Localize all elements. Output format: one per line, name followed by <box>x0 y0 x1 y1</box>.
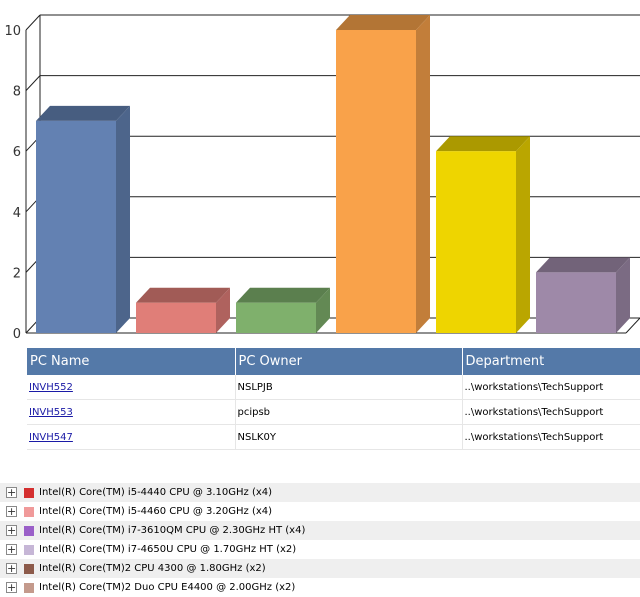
legend-swatch <box>24 506 34 517</box>
cpu-list: + Intel(R) Core(TM) i5-4440 CPU @ 3.10GH… <box>0 483 640 597</box>
y-tick-label: 2 <box>13 266 21 281</box>
table-row: INVH553 pcipsb ..\workstations\TechSuppo… <box>27 399 640 425</box>
expand-plus-icon[interactable]: + <box>6 543 17 556</box>
list-item: + Intel(R) Core(TM) i7-3610QM CPU @ 2.30… <box>0 521 640 540</box>
column-header-department[interactable]: Department <box>462 348 640 375</box>
cpu-label: Intel(R) Core(TM)2 Duo CPU E4400 @ 2.00G… <box>39 582 296 593</box>
bar-top <box>236 287 330 303</box>
list-item: + Intel(R) Core(TM)2 CPU 4300 @ 1.80GHz … <box>0 559 640 578</box>
y-tick-label: 10 <box>4 24 21 39</box>
bar-side <box>116 105 130 334</box>
bar <box>536 257 630 333</box>
list-item: + Intel(R) Core(TM) i7-4650U CPU @ 1.70G… <box>0 540 640 559</box>
bar-front <box>536 272 616 333</box>
list-item: + Intel(R) Core(TM) i5-4460 CPU @ 3.20GH… <box>0 502 640 521</box>
cpu-label: Intel(R) Core(TM) i5-4460 CPU @ 3.20GHz … <box>39 506 273 517</box>
y-tick-label: 8 <box>13 85 21 100</box>
gridline-diagonal <box>25 75 41 91</box>
bar-top <box>136 287 230 303</box>
legend-swatch <box>24 544 34 555</box>
bar-chart: 0 2 4 6 8 10 <box>4 14 640 340</box>
bar <box>36 105 130 334</box>
pc-name-link[interactable]: INVH547 <box>29 431 73 443</box>
cpu-label: Intel(R) Core(TM) i7-3610QM CPU @ 2.30GH… <box>39 525 306 536</box>
expand-plus-icon[interactable]: + <box>6 524 17 537</box>
bar <box>436 136 530 333</box>
pc-name-cell: INVH552 <box>27 375 236 400</box>
bar-side <box>416 15 430 333</box>
bar <box>336 15 430 333</box>
bar-front <box>236 302 316 333</box>
cpu-label: Intel(R) Core(TM) i7-4650U CPU @ 1.70GHz… <box>39 544 297 555</box>
bar-top <box>36 105 130 121</box>
pc-name-cell: INVH553 <box>27 399 236 425</box>
table-header-row: PC Name PC Owner Department <box>27 348 640 375</box>
bar-side <box>516 136 530 333</box>
column-header-pc-name[interactable]: PC Name <box>27 348 236 375</box>
table-row: INVH552 NSLPJB ..\workstations\TechSuppo… <box>27 375 640 400</box>
expand-plus-icon[interactable]: + <box>6 505 17 518</box>
floor-right-edge <box>625 317 640 334</box>
legend-swatch <box>24 563 34 574</box>
expand-plus-icon[interactable]: + <box>6 486 17 499</box>
department-cell: ..\workstations\TechSupport <box>462 399 640 425</box>
bar-top <box>436 136 530 152</box>
expand-plus-icon[interactable]: + <box>6 581 17 594</box>
bar-side <box>316 287 330 333</box>
pc-owner-cell: NSLPJB <box>235 375 463 400</box>
legend-swatch <box>24 487 34 498</box>
chart-bars <box>36 15 630 334</box>
y-axis-ticks: 0 2 4 6 8 10 <box>4 24 21 340</box>
bar <box>136 287 230 333</box>
bar-side <box>216 287 230 333</box>
bar-front <box>436 151 516 333</box>
column-header-pc-owner[interactable]: PC Owner <box>235 348 463 375</box>
gridline-diagonal <box>25 14 41 31</box>
bar-side <box>616 257 630 333</box>
y-tick-label: 4 <box>13 206 21 221</box>
cpu-label: Intel(R) Core(TM)2 CPU 4300 @ 1.80GHz (x… <box>39 563 266 574</box>
pc-name-link[interactable]: INVH553 <box>29 406 73 418</box>
pc-owner-cell: pcipsb <box>235 399 463 425</box>
bar-top <box>336 15 430 30</box>
list-item: + Intel(R) Core(TM)2 Duo CPU E4400 @ 2.0… <box>0 578 640 597</box>
y-tick-label: 6 <box>13 145 21 160</box>
bar-front <box>36 120 116 334</box>
pc-name-link[interactable]: INVH552 <box>29 381 73 393</box>
department-cell: ..\workstations\TechSupport <box>462 424 640 450</box>
expand-plus-icon[interactable]: + <box>6 562 17 575</box>
legend-swatch <box>24 525 34 536</box>
legend-swatch <box>24 582 34 593</box>
pc-name-cell: INVH547 <box>27 424 236 450</box>
table-row: INVH547 NSLK0Y ..\workstations\TechSuppo… <box>27 424 640 450</box>
bar-front <box>336 30 416 333</box>
y-tick-label: 0 <box>13 327 21 340</box>
bar-top <box>536 257 630 273</box>
pc-owner-cell: NSLK0Y <box>235 424 463 450</box>
list-item: + Intel(R) Core(TM) i5-4440 CPU @ 3.10GH… <box>0 483 640 502</box>
bar-front <box>136 302 216 333</box>
pc-table: PC Name PC Owner Department INVH552 NSLP… <box>27 348 640 450</box>
department-cell: ..\workstations\TechSupport <box>462 375 640 400</box>
bar <box>236 287 330 333</box>
cpu-label: Intel(R) Core(TM) i5-4440 CPU @ 3.10GHz … <box>39 487 273 498</box>
